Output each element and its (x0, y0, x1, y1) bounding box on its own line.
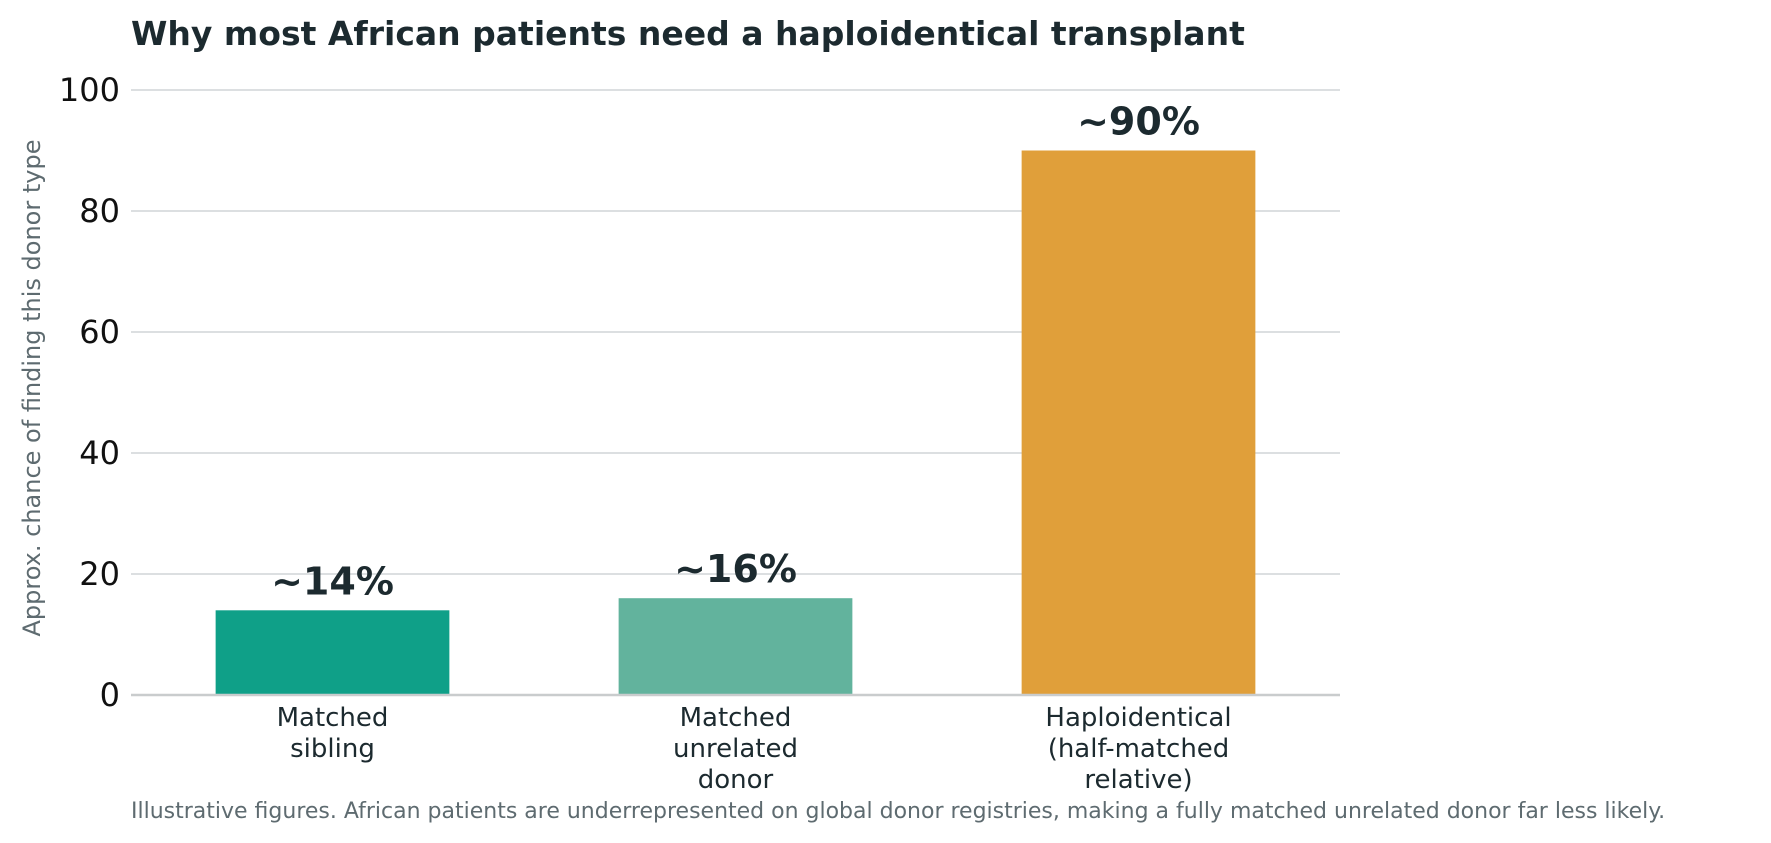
y-axis-label: Approx. chance of finding this donor typ… (18, 140, 46, 637)
bar (618, 598, 853, 695)
x-tick-label: Haploidentical (half-matched relative) (1045, 703, 1231, 795)
y-tick-label: 60 (79, 313, 120, 351)
y-tick-label: 80 (79, 192, 120, 230)
data-label: ~90% (1077, 100, 1200, 144)
bar (215, 610, 450, 695)
y-tick-label: 0 (100, 676, 120, 714)
bars (215, 150, 1256, 695)
y-tick-label: 20 (79, 555, 120, 593)
y-axis-ticks: 0 20 40 60 80 100 (59, 71, 120, 714)
chart-title: Why most African patients need a haploid… (131, 14, 1245, 53)
data-label: ~16% (674, 547, 797, 591)
x-tick-label: Matched sibling (277, 703, 389, 764)
y-tick-label: 100 (59, 71, 120, 109)
bar (1021, 150, 1256, 695)
x-axis-ticks: Matched sibling Matched unrelated donor Haplo… (277, 703, 1232, 795)
data-label: ~14% (271, 559, 394, 603)
data-labels: ~14% ~16% ~90% (271, 100, 1200, 604)
chart-caption: Illustrative figures. African patients a… (131, 799, 1665, 824)
y-tick-label: 40 (79, 434, 120, 472)
x-tick-label: Matched unrelated donor (673, 703, 798, 795)
